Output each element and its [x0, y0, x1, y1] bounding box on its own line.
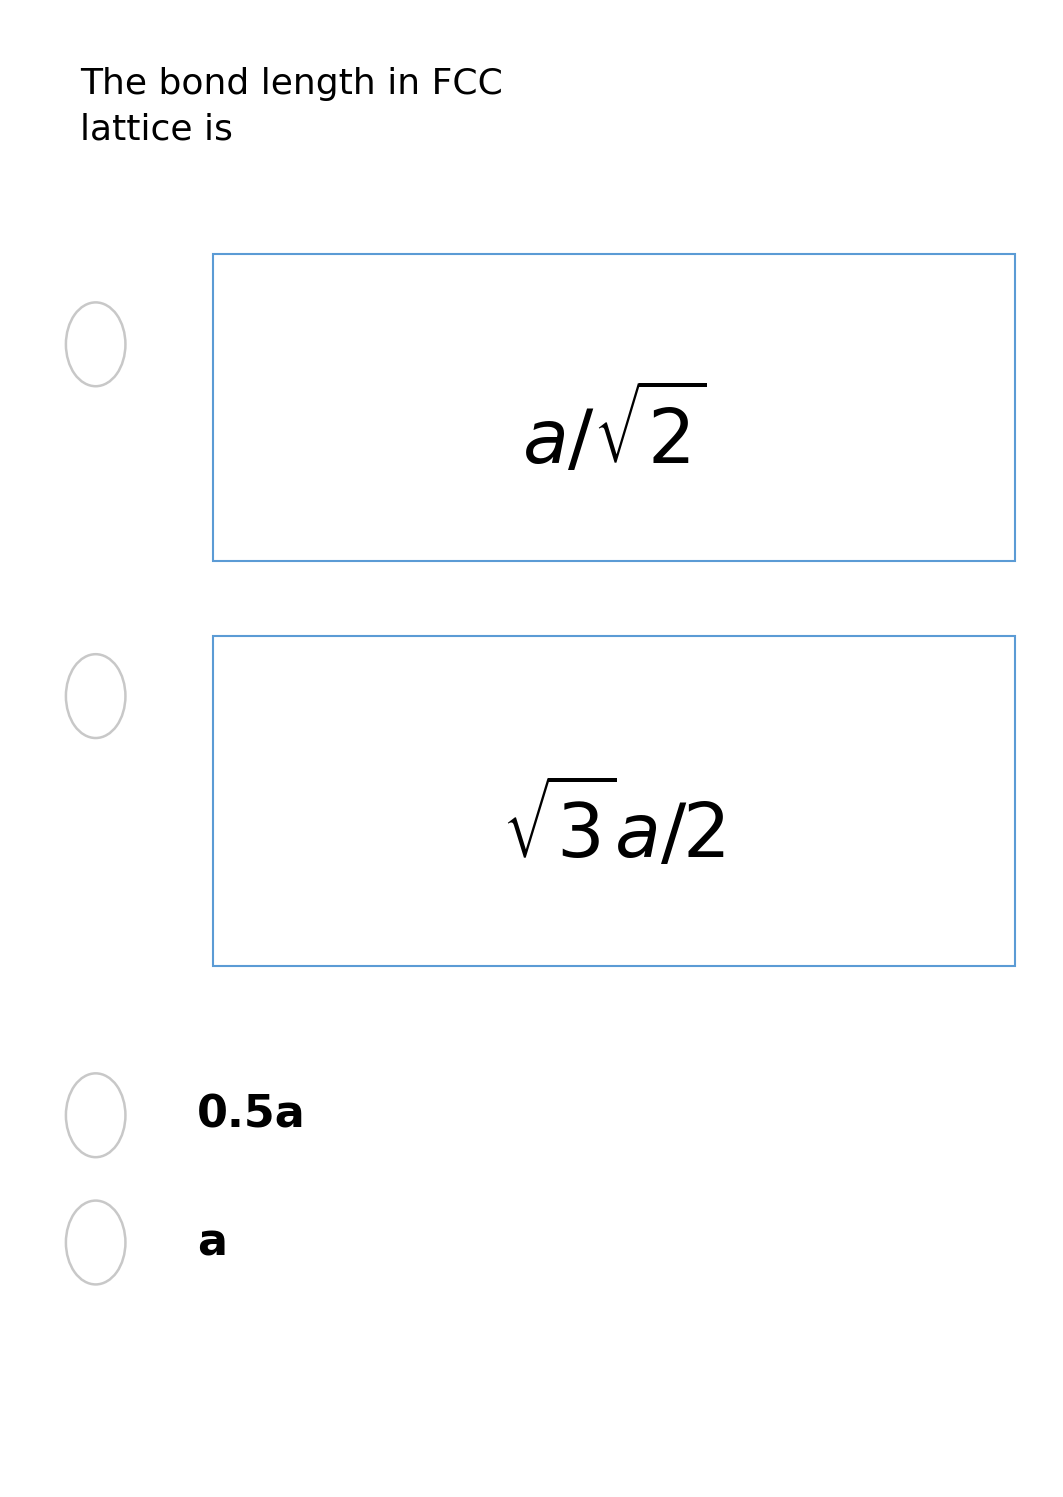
Text: 0.5a: 0.5a	[197, 1094, 305, 1136]
FancyBboxPatch shape	[213, 254, 1015, 561]
Text: $\sqrt{3}a/2$: $\sqrt{3}a/2$	[503, 780, 725, 874]
Circle shape	[66, 1201, 125, 1284]
Circle shape	[66, 654, 125, 738]
Text: $a/\sqrt{2}$: $a/\sqrt{2}$	[522, 385, 706, 481]
FancyBboxPatch shape	[213, 636, 1015, 966]
Text: a: a	[197, 1222, 226, 1263]
Circle shape	[66, 302, 125, 386]
Circle shape	[66, 1073, 125, 1157]
Text: The bond length in FCC
lattice is: The bond length in FCC lattice is	[80, 67, 503, 147]
